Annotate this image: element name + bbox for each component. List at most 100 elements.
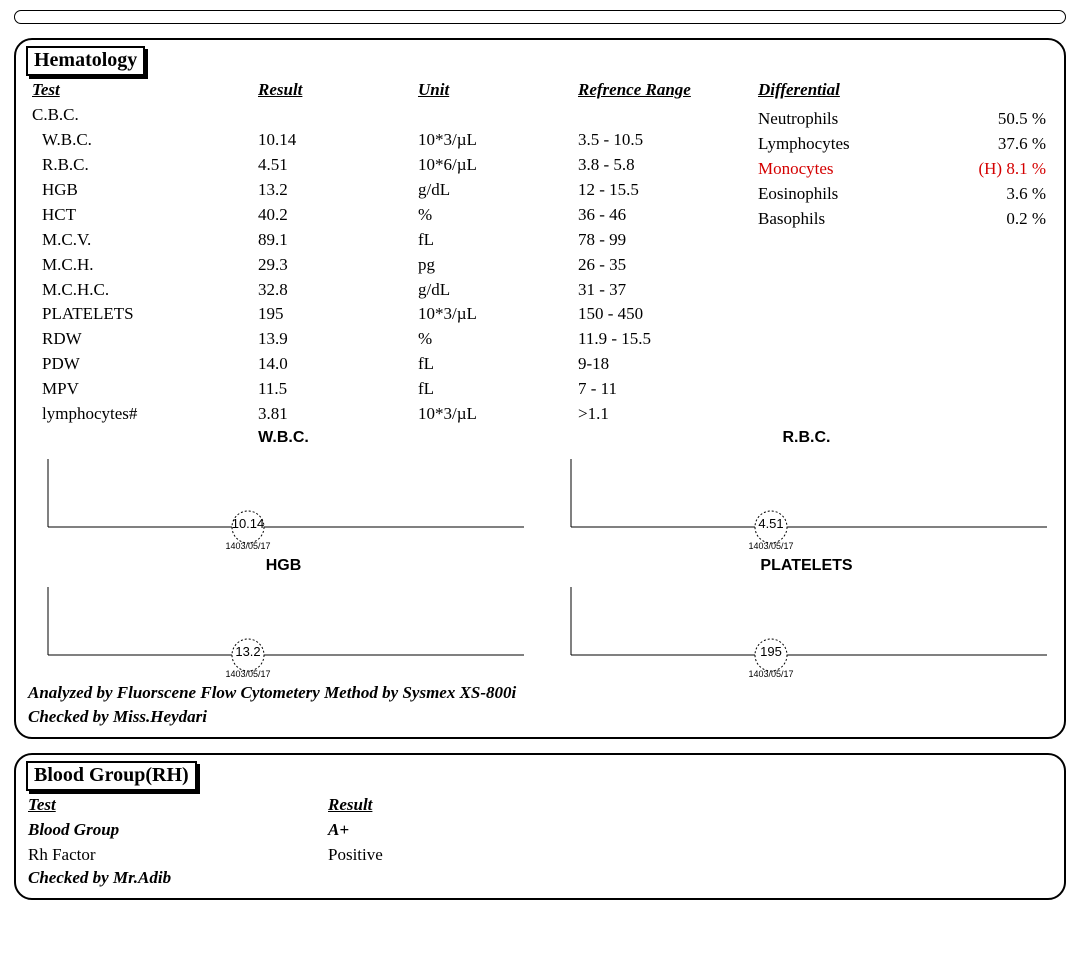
table-row: RDW13.9%11.9 - 15.5 bbox=[28, 327, 758, 352]
bg-cell-result: A+ bbox=[328, 818, 1052, 843]
trend-chart: R.B.C.4.511403/05/17 bbox=[551, 429, 1052, 549]
cell-result: 3.81 bbox=[258, 402, 418, 427]
cell-result: 14.0 bbox=[258, 352, 418, 377]
differential-row: Monocytes(H) 8.1 % bbox=[758, 157, 1052, 182]
cell-result: 89.1 bbox=[258, 228, 418, 253]
cell-unit: 10*6/µL bbox=[418, 153, 578, 178]
cell-range: >1.1 bbox=[578, 402, 758, 427]
cell-unit: fL bbox=[418, 352, 578, 377]
cell-result: 13.2 bbox=[258, 178, 418, 203]
differential-row: Neutrophils50.5 % bbox=[758, 107, 1052, 132]
cell-result: 195 bbox=[258, 302, 418, 327]
chart-value: 10.14 bbox=[232, 516, 265, 531]
diff-value: 3.6 % bbox=[908, 182, 1052, 207]
cell-test: MPV bbox=[28, 377, 258, 402]
notes: Analyzed by Fluorscene Flow Cytometery M… bbox=[28, 683, 1052, 727]
results-table-wrap: Test Result Unit Refrence Range C.B.C. W… bbox=[28, 78, 758, 427]
diff-value: 50.5 % bbox=[908, 107, 1052, 132]
table-row: MPV11.5fL7 - 11 bbox=[28, 377, 758, 402]
col-header-range: Refrence Range bbox=[578, 78, 758, 103]
cell-range: 11.9 - 15.5 bbox=[578, 327, 758, 352]
col-header-differential: Differential bbox=[758, 78, 1052, 103]
table-row: R.B.C.4.5110*6/µL3.8 - 5.8 bbox=[28, 153, 758, 178]
cell-result: 32.8 bbox=[258, 278, 418, 303]
cell-range: 31 - 37 bbox=[578, 278, 758, 303]
cell-unit: fL bbox=[418, 377, 578, 402]
table-row: lymphocytes#3.8110*3/µL>1.1 bbox=[28, 402, 758, 427]
chart-svg: 1951403/05/17 bbox=[551, 577, 1051, 677]
trend-charts: W.B.C.10.141403/05/17R.B.C.4.511403/05/1… bbox=[28, 429, 1052, 677]
blood-group-title: Blood Group(RH) bbox=[26, 761, 197, 791]
table-row: M.C.H.29.3pg26 - 35 bbox=[28, 253, 758, 278]
diff-name: Eosinophils bbox=[758, 182, 908, 207]
table-row: PLATELETS19510*3/µL150 - 450 bbox=[28, 302, 758, 327]
cell-test: HGB bbox=[28, 178, 258, 203]
cell-test: M.C.V. bbox=[28, 228, 258, 253]
cell-test: HCT bbox=[28, 203, 258, 228]
results-header-row: Test Result Unit Refrence Range bbox=[28, 78, 758, 103]
bg-checked-by-note: Checked by Mr.Adib bbox=[28, 868, 1052, 888]
blood-group-table: Test Result Blood GroupA+Rh FactorPositi… bbox=[28, 793, 1052, 868]
results-table: Test Result Unit Refrence Range C.B.C. W… bbox=[28, 78, 758, 427]
table-row: W.B.C.10.1410*3/µL3.5 - 10.5 bbox=[28, 128, 758, 153]
bg-cell-result: Positive bbox=[328, 843, 1052, 868]
trend-chart: W.B.C. 10.141403/05/17 bbox=[28, 429, 529, 549]
cell-result: 13.9 bbox=[258, 327, 418, 352]
chart-date: 1403/05/17 bbox=[225, 669, 270, 677]
cell-range: 78 - 99 bbox=[578, 228, 758, 253]
top-edge-panel bbox=[14, 10, 1066, 24]
cell-range: 150 - 450 bbox=[578, 302, 758, 327]
hematology-panel: Hematology Test Result Unit Refrence Ran… bbox=[14, 38, 1066, 739]
cell-unit: fL bbox=[418, 228, 578, 253]
cell-test: M.C.H. bbox=[28, 253, 258, 278]
col-header-result: Result bbox=[258, 78, 418, 103]
chart-title: W.B.C. bbox=[28, 429, 529, 447]
cell-test: M.C.H.C. bbox=[28, 278, 258, 303]
differential-row: Lymphocytes37.6 % bbox=[758, 132, 1052, 157]
cell-unit: 10*3/µL bbox=[418, 128, 578, 153]
diff-value: 0.2 % bbox=[908, 207, 1052, 232]
chart-title: HGB bbox=[28, 557, 529, 575]
bg-cell-test: Blood Group bbox=[28, 818, 328, 843]
cell-unit: 10*3/µL bbox=[418, 402, 578, 427]
cell-range: 12 - 15.5 bbox=[578, 178, 758, 203]
chart-title: PLATELETS bbox=[551, 557, 1052, 575]
cell-test: PLATELETS bbox=[28, 302, 258, 327]
cell-unit: % bbox=[418, 203, 578, 228]
cell-test: lymphocytes# bbox=[28, 402, 258, 427]
hematology-title: Hematology bbox=[26, 46, 145, 76]
cell-unit: 10*3/µL bbox=[418, 302, 578, 327]
cell-range: 7 - 11 bbox=[578, 377, 758, 402]
col-header-unit: Unit bbox=[418, 78, 578, 103]
cell-unit: g/dL bbox=[418, 278, 578, 303]
cell-result: 4.51 bbox=[258, 153, 418, 178]
col-header-test: Test bbox=[28, 78, 258, 103]
chart-value: 13.2 bbox=[235, 644, 260, 659]
trend-chart: PLATELETS 1951403/05/17 bbox=[551, 557, 1052, 677]
cell-range: 9-18 bbox=[578, 352, 758, 377]
diff-value: 37.6 % bbox=[908, 132, 1052, 157]
group-row: C.B.C. bbox=[28, 103, 758, 128]
cell-unit: g/dL bbox=[418, 178, 578, 203]
cell-result: 29.3 bbox=[258, 253, 418, 278]
cell-unit: pg bbox=[418, 253, 578, 278]
table-row: PDW14.0fL9-18 bbox=[28, 352, 758, 377]
chart-date: 1403/05/17 bbox=[748, 541, 793, 549]
cell-range: 3.5 - 10.5 bbox=[578, 128, 758, 153]
chart-svg: 13.2 1403/05/17 bbox=[28, 577, 528, 677]
chart-svg: 10.141403/05/17 bbox=[28, 449, 528, 549]
cell-test: W.B.C. bbox=[28, 128, 258, 153]
chart-svg: 4.511403/05/17 bbox=[551, 449, 1051, 549]
checked-by-note: Checked by Miss.Heydari bbox=[28, 707, 1052, 727]
cell-range: 26 - 35 bbox=[578, 253, 758, 278]
differential-wrap: Differential Neutrophils50.5 %Lymphocyte… bbox=[758, 78, 1052, 427]
cell-test: R.B.C. bbox=[28, 153, 258, 178]
bg-cell-test: Rh Factor bbox=[28, 843, 328, 868]
bg-col-header-result: Result bbox=[328, 793, 1052, 818]
group-label: C.B.C. bbox=[28, 103, 758, 128]
cell-unit: % bbox=[418, 327, 578, 352]
bg-row: Rh FactorPositive bbox=[28, 843, 1052, 868]
diff-value: (H) 8.1 % bbox=[908, 157, 1052, 182]
diff-name: Neutrophils bbox=[758, 107, 908, 132]
differential-row: Basophils0.2 % bbox=[758, 207, 1052, 232]
